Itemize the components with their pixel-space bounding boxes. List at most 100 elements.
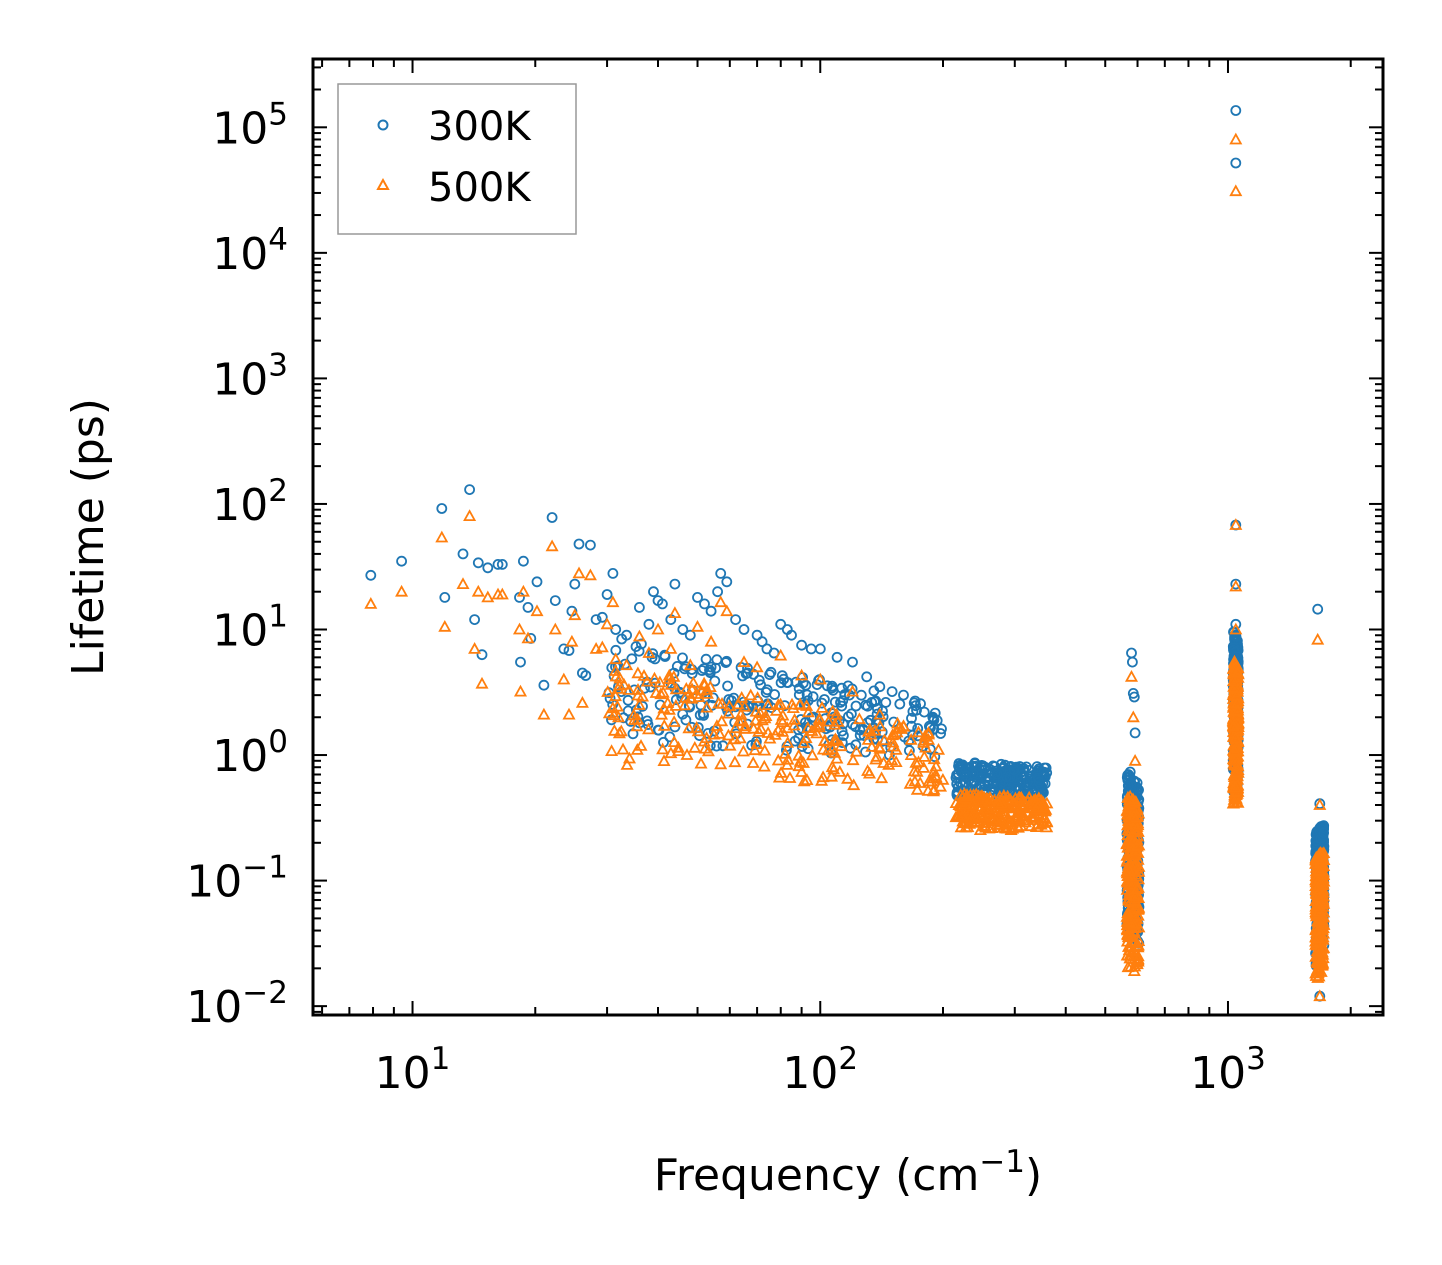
marker-500K	[712, 696, 726, 709]
marker-500K	[468, 642, 482, 654]
marker-500K	[1120, 910, 1134, 922]
marker-500K	[627, 708, 641, 721]
marker-500K	[565, 634, 579, 647]
marker-500K	[694, 756, 708, 769]
marker-300K	[590, 614, 602, 625]
marker-500K	[537, 707, 551, 720]
marker-300K	[960, 776, 972, 788]
legend-marker-300K	[377, 119, 389, 131]
marker-500K	[1126, 833, 1140, 846]
marker-300K	[1033, 776, 1045, 788]
marker-500K	[815, 701, 829, 713]
marker-300K	[558, 643, 570, 655]
marker-500K	[729, 721, 743, 734]
marker-300K	[775, 618, 787, 630]
series-500K-markers	[364, 132, 1331, 1002]
marker-500K	[651, 622, 665, 635]
marker-500K	[631, 666, 645, 679]
marker-500K	[435, 530, 449, 543]
x-axis-label-main: Frequency (cm	[654, 1150, 980, 1201]
marker-500K	[875, 771, 889, 784]
marker-300K	[1128, 691, 1140, 703]
marker-500K	[1312, 863, 1327, 876]
y-tick-label: 105	[212, 96, 288, 154]
marker-500K	[530, 604, 544, 617]
x-axis-label-superscript: −1	[979, 1144, 1025, 1180]
marker-500K	[1316, 951, 1330, 964]
marker-500K	[907, 764, 921, 777]
marker-500K	[662, 668, 676, 681]
marker-500K	[973, 823, 987, 835]
marker-500K	[1023, 798, 1037, 811]
marker-300K	[648, 586, 659, 598]
marker-500K	[1228, 680, 1242, 693]
tick-labels: 101 102 103 10−2 10−1 100 101 102 103 104 105	[186, 96, 1266, 1099]
marker-500K	[904, 748, 918, 760]
marker-500K	[769, 703, 783, 716]
marker-500K	[704, 634, 718, 647]
marker-500K	[683, 658, 697, 671]
plot-frame	[311, 57, 1385, 1017]
marker-500K	[781, 752, 795, 765]
marker-300K	[935, 728, 946, 739]
marker-500K	[1314, 965, 1328, 977]
marker-500K	[917, 750, 931, 762]
marker-500K	[917, 761, 931, 773]
marker-300K	[546, 512, 558, 523]
y-tick-label: 10−1	[186, 850, 288, 908]
marker-500K	[610, 699, 624, 712]
marker-300K	[984, 764, 996, 775]
marker-500K	[572, 566, 586, 579]
marker-500K	[1226, 674, 1240, 687]
marker-500K	[609, 652, 623, 665]
marker-500K	[797, 774, 811, 787]
marker-500K	[870, 749, 884, 762]
marker-500K	[960, 789, 974, 802]
marker-500K	[1231, 778, 1245, 791]
marker-300K	[1312, 603, 1324, 615]
marker-500K	[1028, 810, 1042, 823]
marker-500K	[1310, 887, 1324, 899]
marker-300K	[522, 602, 534, 613]
marker-500K	[697, 676, 711, 689]
marker-300K	[365, 569, 377, 581]
marker-500K	[635, 689, 650, 702]
marker-300K	[607, 568, 619, 579]
marker-500K	[609, 669, 623, 682]
marker-500K	[714, 595, 728, 608]
marker-500K	[896, 719, 911, 731]
marker-500K	[495, 587, 509, 600]
marker-500K	[801, 721, 815, 733]
marker-500K	[700, 700, 714, 713]
marker-500K	[662, 672, 676, 684]
marker-300K	[596, 611, 608, 623]
marker-500K	[890, 716, 905, 729]
marker-500K	[620, 658, 634, 671]
marker-500K	[1121, 906, 1135, 919]
legend-label-300K: 300K	[428, 104, 532, 150]
y-tick-label: 102	[212, 473, 288, 531]
marker-300K	[928, 714, 940, 726]
marker-500K	[1312, 904, 1326, 917]
marker-500K	[606, 595, 620, 608]
marker-300K	[476, 649, 488, 661]
marker-300K	[1318, 827, 1329, 839]
marker-500K	[1121, 869, 1135, 881]
y-axis-label: Lifetime (ps)	[63, 398, 114, 676]
marker-300K	[906, 712, 917, 724]
marker-300K	[698, 663, 710, 674]
marker-300K	[898, 689, 909, 701]
marker-300K	[1032, 772, 1044, 784]
marker-500K	[617, 677, 631, 690]
marker-500K	[845, 684, 860, 697]
marker-500K	[1131, 938, 1145, 951]
marker-500K	[776, 725, 790, 737]
marker-500K	[557, 672, 571, 685]
marker-500K	[954, 820, 968, 833]
marker-300K	[843, 711, 854, 722]
marker-500K	[827, 762, 841, 775]
marker-500K	[512, 622, 527, 635]
marker-500K	[671, 740, 685, 753]
marker-300K	[969, 758, 981, 770]
marker-500K	[1015, 801, 1029, 814]
